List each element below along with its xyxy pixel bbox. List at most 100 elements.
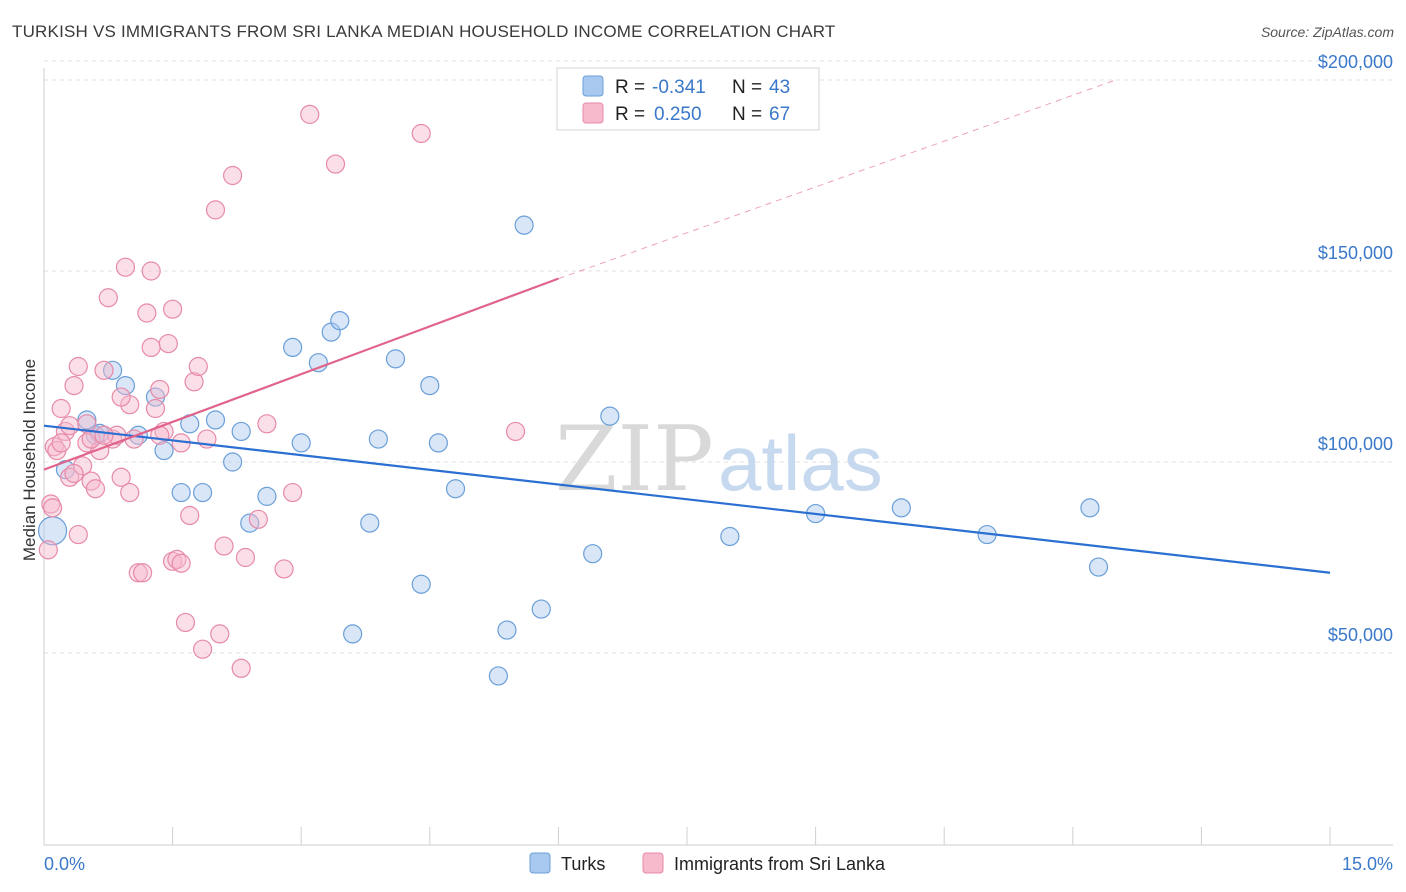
- legend-bottom-swatch-turks: [529, 852, 551, 874]
- srilanka-point: [175, 612, 196, 633]
- srilanka-point: [163, 299, 183, 319]
- x-tick-label: 15.0%: [1342, 854, 1393, 874]
- watermark-atlas: atlas: [718, 419, 883, 507]
- turks-point: [231, 421, 251, 442]
- srilanka-point: [60, 416, 80, 436]
- turks-point: [171, 482, 191, 503]
- srilanka-point: [38, 540, 58, 560]
- srilanka-point: [120, 482, 140, 503]
- srilanka-point: [300, 104, 320, 124]
- srilanka-point: [193, 639, 213, 659]
- legend-n-value: 43: [769, 77, 790, 98]
- srilanka-point: [257, 414, 277, 434]
- legend-top: R = -0.341 N = 43 R = 0.250 N = 67: [556, 67, 820, 131]
- turks-point: [600, 406, 620, 426]
- y-tick-label: $100,000: [1318, 434, 1393, 454]
- turks-point: [445, 479, 466, 499]
- srilanka-point: [68, 524, 88, 545]
- legend-n-label: N =: [732, 104, 762, 125]
- srilanka-point: [231, 658, 251, 678]
- y-tick-label: $200,000: [1318, 52, 1393, 72]
- srilanka-point: [235, 547, 256, 568]
- srilanka-point: [111, 467, 131, 487]
- turks-point: [420, 376, 440, 396]
- turks-point: [891, 498, 911, 518]
- axes: [43, 68, 1393, 846]
- turks-point: [291, 433, 311, 453]
- srilanka-point: [64, 376, 84, 396]
- srilanka-point: [325, 154, 346, 174]
- legend-swatch-srilanka: [582, 102, 604, 124]
- srilanka-point: [210, 624, 230, 644]
- srilanka-point: [274, 559, 294, 579]
- srilanka-point: [411, 123, 431, 144]
- legend-bottom: Turks Immigrants from Sri Lanka: [529, 852, 886, 874]
- series-srilanka-points: [38, 104, 526, 678]
- srilanka-point: [180, 505, 200, 526]
- turks-point: [488, 666, 508, 686]
- turks-point: [385, 349, 406, 369]
- srilanka-point: [115, 257, 136, 277]
- turks-point: [37, 516, 68, 546]
- srilanka-point: [137, 303, 157, 323]
- turks-point: [531, 599, 551, 619]
- srilanka-point: [68, 356, 88, 377]
- y-tick-label: $50,000: [1328, 625, 1393, 645]
- legend-bottom-label-srilanka: Immigrants from Sri Lanka: [674, 854, 886, 874]
- srilanka-point: [42, 498, 63, 518]
- chart-title: TURKISH VS IMMIGRANTS FROM SRI LANKA MED…: [12, 22, 836, 41]
- srilanka-trend-line: [43, 277, 559, 471]
- srilanka-point: [205, 200, 226, 220]
- srilanka-point: [98, 288, 118, 308]
- srilanka-point: [111, 387, 131, 407]
- turks-point: [583, 544, 603, 564]
- turks-point: [514, 215, 534, 235]
- turks-point: [1080, 498, 1100, 518]
- srilanka-point: [188, 356, 208, 377]
- turks-point: [360, 513, 380, 533]
- legend-bottom-label-turks: Turks: [561, 854, 605, 874]
- turks-point: [257, 486, 277, 506]
- legend-swatch-turks: [582, 75, 604, 97]
- turks-point: [720, 526, 740, 547]
- legend-r-value: -0.341: [652, 77, 706, 98]
- turks-point: [283, 337, 303, 357]
- y-tick-labels: $50,000 $100,000 $150,000 $200,000: [1318, 52, 1393, 645]
- x-tick-label: 0.0%: [44, 854, 85, 874]
- watermark: ZIP atlas: [555, 407, 883, 512]
- legend-r-label: R =: [615, 77, 645, 98]
- srilanka-point: [85, 479, 106, 499]
- srilanka-point: [505, 421, 526, 442]
- turks-point: [343, 624, 363, 644]
- y-axis-label: Median Household Income: [20, 359, 39, 561]
- turks-point: [428, 433, 448, 453]
- legend-r-label: R =: [615, 104, 645, 125]
- turks-point: [411, 574, 431, 594]
- srilanka-point: [248, 509, 268, 529]
- srilanka-point: [150, 379, 170, 400]
- trend-lines: [43, 79, 1331, 574]
- source-note: Source: ZipAtlas.com: [1260, 24, 1394, 40]
- srilanka-point: [145, 398, 166, 419]
- turks-point: [1088, 557, 1109, 577]
- srilanka-point: [94, 425, 114, 445]
- turks-point: [115, 376, 136, 396]
- turks-point: [205, 410, 226, 430]
- srilanka-point: [51, 398, 71, 419]
- srilanka-point: [132, 563, 153, 583]
- x-tick-labels: 0.0% 15.0%: [44, 854, 1393, 874]
- turks-point: [223, 452, 243, 472]
- turks-point: [368, 429, 388, 449]
- srilanka-point: [171, 553, 191, 573]
- srilanka-point: [94, 360, 114, 380]
- legend-n-value: 67: [769, 104, 790, 125]
- turks-point: [193, 482, 213, 503]
- srilanka-point: [77, 414, 97, 434]
- srilanka-point: [51, 433, 71, 453]
- srilanka-point: [141, 261, 161, 281]
- legend-n-label: N =: [732, 77, 762, 98]
- turks-trend-line: [43, 424, 1331, 574]
- srilanka-point: [223, 165, 243, 186]
- series-turks-points: [37, 215, 1109, 686]
